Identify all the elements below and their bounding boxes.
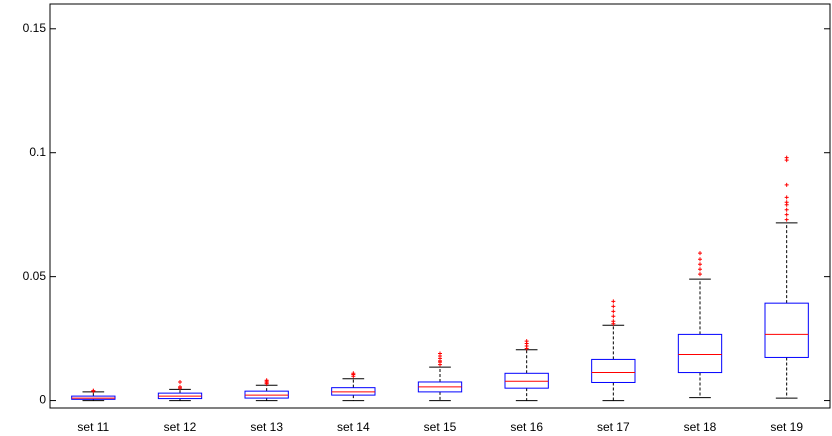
y-tick-label: 0.1 bbox=[29, 145, 46, 159]
outlier bbox=[784, 200, 789, 205]
outlier bbox=[611, 299, 616, 304]
outlier bbox=[784, 155, 789, 160]
outlier bbox=[178, 384, 182, 389]
x-tick-label: set 16 bbox=[510, 420, 543, 434]
outlier bbox=[524, 339, 529, 344]
outlier bbox=[611, 319, 616, 324]
x-tick-label: set 13 bbox=[250, 420, 283, 434]
outlier bbox=[698, 272, 702, 277]
x-tick-label: set 11 bbox=[77, 420, 109, 434]
outlier bbox=[784, 195, 789, 200]
x-tick-label: set 15 bbox=[424, 420, 457, 434]
outlier bbox=[611, 304, 616, 309]
outlier bbox=[698, 267, 702, 272]
outlier bbox=[784, 207, 789, 212]
x-tick-label: set 17 bbox=[597, 420, 630, 434]
outlier bbox=[611, 314, 616, 319]
box bbox=[677, 333, 723, 374]
outlier bbox=[784, 212, 789, 217]
x-tick-label: set 12 bbox=[164, 420, 197, 434]
x-tick-label: set 14 bbox=[337, 420, 370, 434]
y-tick-label: 0.05 bbox=[23, 269, 47, 283]
plot-frame bbox=[49, 3, 831, 409]
y-tick-label: 0.15 bbox=[23, 21, 47, 35]
y-tick-label: 0 bbox=[39, 393, 46, 407]
x-tick-label: set 19 bbox=[770, 420, 803, 434]
outlier bbox=[784, 217, 789, 222]
box bbox=[591, 358, 636, 383]
outlier bbox=[351, 371, 356, 376]
outlier bbox=[178, 379, 182, 384]
outlier bbox=[438, 351, 442, 356]
outlier bbox=[91, 388, 96, 393]
outlier bbox=[611, 309, 616, 314]
outlier bbox=[264, 378, 269, 383]
outlier bbox=[784, 182, 789, 187]
outlier bbox=[698, 262, 702, 267]
x-tick-label: set 18 bbox=[684, 420, 717, 434]
box bbox=[764, 302, 809, 358]
outlier bbox=[698, 257, 702, 262]
outlier bbox=[698, 251, 702, 256]
